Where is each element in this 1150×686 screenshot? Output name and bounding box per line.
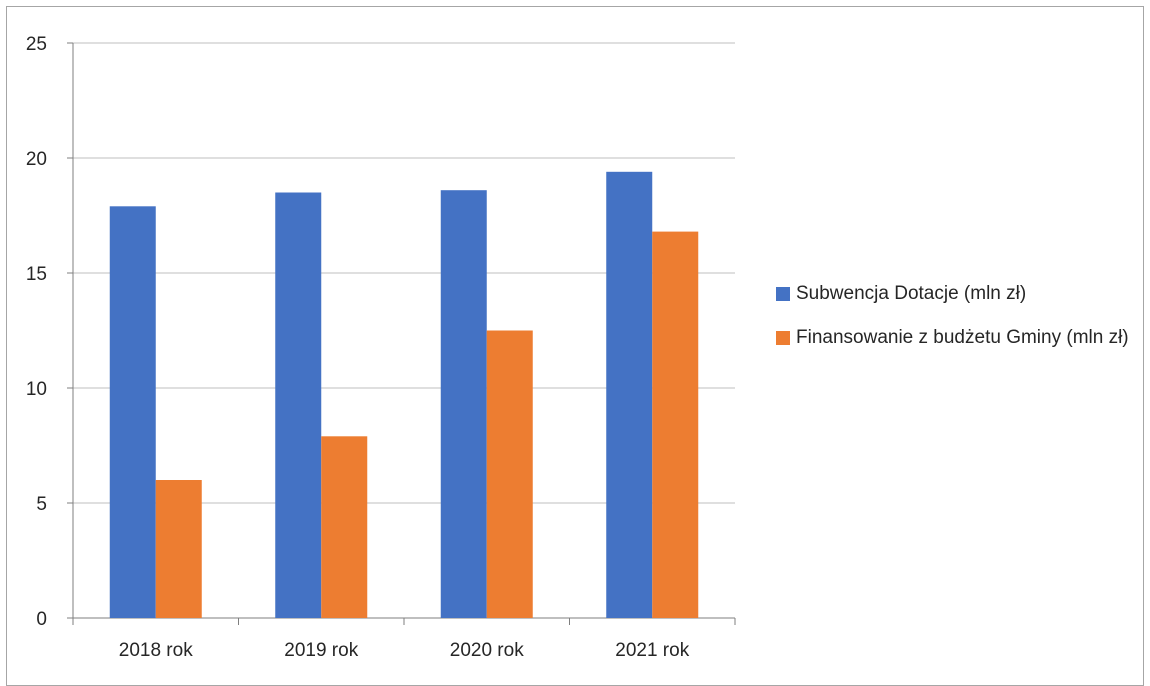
bar-finansowanie [321,436,368,618]
y-tick-labels: 0 5 10 15 20 25 [26,34,47,630]
x-tick-label: 2021 rok [615,640,689,661]
bar-finansowanie [652,231,699,618]
legend-label-subwencja: Subwencja Dotacje (mln zł) [796,283,1027,304]
bar-finansowanie [486,330,533,618]
x-tick-labels: 2018 rok 2019 rok 2020 rok 2021 rok [119,640,690,661]
bar-subwencja [109,206,156,619]
legend-swatch-subwencja [776,287,790,301]
bars [109,171,699,619]
x-tick-label: 2019 rok [284,640,358,661]
legend-label-finansowanie: Finansowanie z budżetu Gminy (mln zł) [796,327,1129,348]
bar-subwencja [275,192,322,618]
y-tick-label: 0 [36,609,47,630]
bar-subwencja [440,190,487,618]
legend: Subwencja Dotacje (mln zł) Finansowanie … [776,280,1136,368]
x-tick-label: 2020 rok [450,640,524,661]
y-tick-label: 10 [26,379,47,400]
y-tick-label: 20 [26,149,47,170]
y-tick-label: 5 [36,494,47,515]
legend-item-finansowanie: Finansowanie z budżetu Gminy (mln zł) [776,324,1136,352]
legend-swatch-finansowanie [776,331,790,345]
y-tick-label: 25 [26,34,47,55]
legend-item-subwencja: Subwencja Dotacje (mln zł) [776,280,1136,308]
bar-subwencja [606,171,653,619]
x-tick-label: 2018 rok [119,640,193,661]
y-tick-label: 15 [26,264,47,285]
bar-finansowanie [155,480,202,618]
